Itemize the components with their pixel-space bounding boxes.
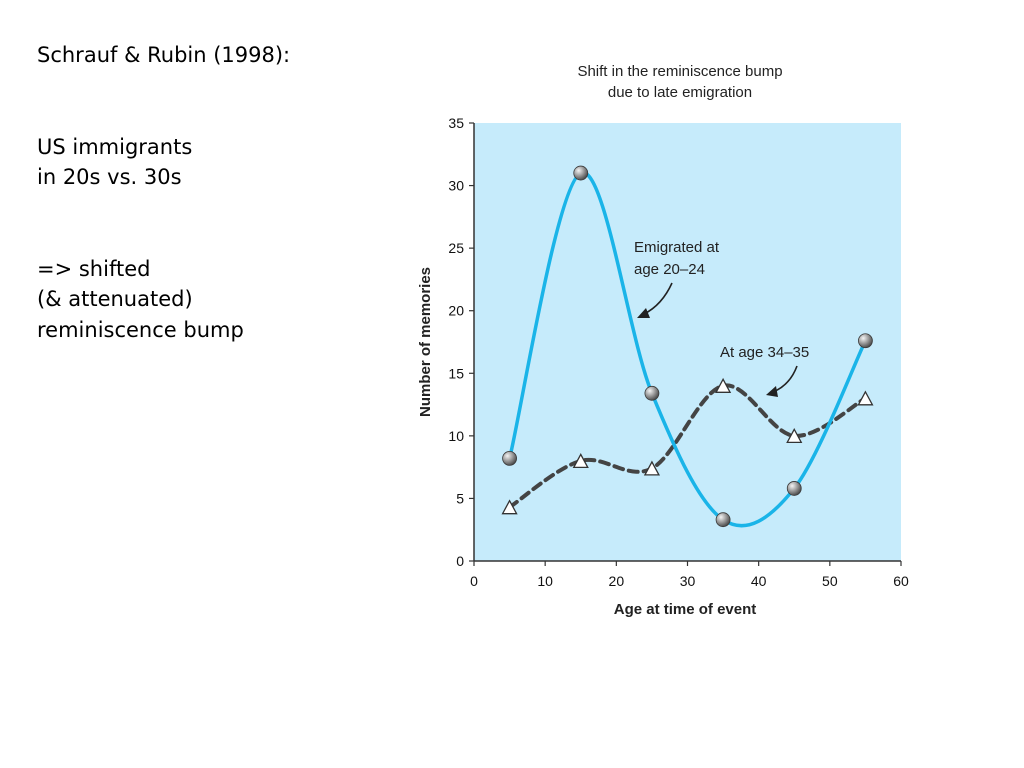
data-point-emigrated-20-24 bbox=[573, 165, 589, 181]
x-tick-label: 40 bbox=[751, 573, 767, 589]
y-axis-label: Number of memories bbox=[417, 267, 434, 417]
y-tick-label: 25 bbox=[448, 240, 464, 256]
y-tick-label: 35 bbox=[448, 115, 464, 131]
data-point-emigrated-20-24 bbox=[502, 450, 517, 466]
x-axis-label: Age at time of event bbox=[614, 601, 757, 618]
y-tick-label: 20 bbox=[448, 303, 464, 319]
bullet-line: in 20s vs. 30s bbox=[37, 165, 182, 189]
y-tick-label: 0 bbox=[456, 553, 464, 569]
x-axis-ticks: 0 10 20 30 40 50 60 bbox=[470, 561, 909, 589]
slide-text: Schrauf & Rubin (1998): US immigrants in… bbox=[37, 40, 290, 345]
y-tick-label: 30 bbox=[448, 178, 464, 194]
y-tick-label: 10 bbox=[448, 428, 464, 444]
x-tick-label: 10 bbox=[537, 573, 553, 589]
data-point-age-34-35 bbox=[714, 377, 732, 393]
data-point-emigrated-20-24 bbox=[644, 385, 660, 401]
data-point-emigrated-20-24 bbox=[786, 481, 802, 496]
series-layer bbox=[501, 165, 874, 528]
y-tick-label: 15 bbox=[448, 365, 464, 381]
x-tick-label: 60 bbox=[893, 573, 909, 589]
bullet-line: US immigrants bbox=[37, 134, 193, 159]
x-tick-label: 20 bbox=[609, 573, 625, 589]
data-point-emigrated-20-24 bbox=[858, 333, 873, 349]
x-tick-label: 0 bbox=[470, 573, 478, 589]
plot-area bbox=[474, 123, 901, 561]
data-point-age-34-35 bbox=[643, 460, 661, 476]
x-tick-label: 30 bbox=[680, 573, 696, 589]
annotation-arrowhead-age-34-35 bbox=[766, 386, 778, 397]
data-point-age-34-35 bbox=[857, 390, 874, 406]
data-point-age-34-35 bbox=[572, 453, 589, 469]
y-axis-ticks: 0 5 10 15 20 25 30 35 bbox=[448, 115, 474, 569]
data-point-age-34-35 bbox=[786, 427, 803, 444]
bullet-line: => shifted bbox=[37, 256, 151, 281]
annotation-arrowhead-emigrated-20-24 bbox=[637, 308, 650, 318]
bullet-line: reminiscence bump bbox=[37, 317, 244, 342]
series-label-emigrated-20-24-line-2: age 20–24 bbox=[634, 261, 705, 278]
series-label-age-34-35: At age 34–35 bbox=[720, 344, 809, 361]
chart-title-line-2: due to late emigration bbox=[608, 84, 752, 101]
series-label-emigrated-20-24-line-1: Emigrated at bbox=[634, 239, 720, 256]
x-tick-label: 50 bbox=[822, 573, 838, 589]
chart-title-line-1: Shift in the reminiscence bump bbox=[577, 63, 782, 80]
slide-heading: Schrauf & Rubin (1998): bbox=[37, 43, 291, 67]
y-tick-label: 5 bbox=[456, 490, 464, 506]
bullet-line: (& attenuated) bbox=[37, 287, 193, 311]
data-point-emigrated-20-24 bbox=[715, 512, 731, 528]
data-point-age-34-35 bbox=[501, 499, 518, 515]
